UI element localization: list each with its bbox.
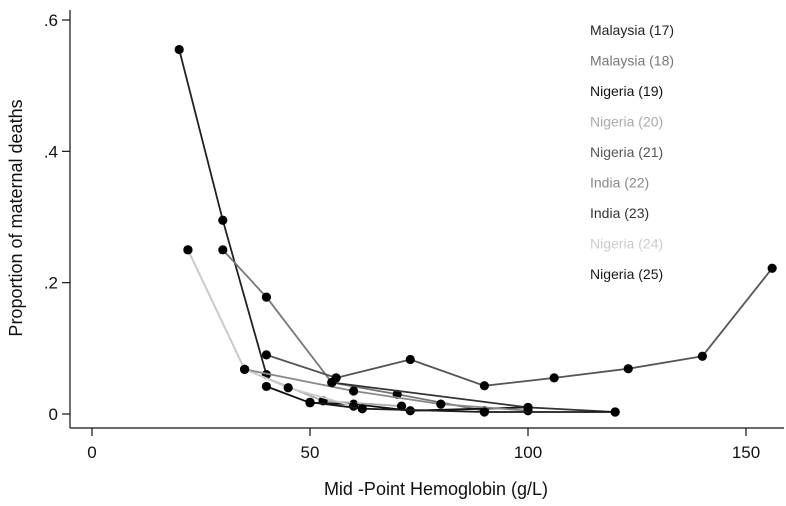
data-point (349, 386, 359, 396)
legend-item: Nigeria (19) (590, 83, 663, 99)
x-tick-label: 50 (301, 443, 320, 462)
legend-item: India (23) (590, 205, 649, 221)
x-tick-label: 100 (514, 443, 542, 462)
series-line (309, 401, 616, 413)
data-point (479, 381, 489, 391)
legend-item: Malaysia (17) (590, 22, 674, 38)
data-point (767, 263, 777, 273)
data-point (623, 364, 633, 374)
series-group (183, 245, 407, 411)
data-point (327, 377, 337, 388)
data-point (283, 383, 293, 393)
data-point (218, 215, 228, 225)
series-line (266, 267, 773, 387)
series-group (174, 44, 271, 380)
y-tick-label: .2 (44, 274, 58, 293)
legend-item: Malaysia (18) (590, 53, 674, 69)
data-point (349, 401, 359, 411)
data-point (305, 397, 315, 407)
data-point (261, 292, 271, 302)
x-axis-ticks: 0 50 100 150 (87, 428, 760, 462)
legend-item: Nigeria (21) (590, 144, 663, 160)
data-point (174, 44, 184, 55)
data-point (183, 245, 193, 255)
data-point (218, 245, 228, 255)
series-line (187, 249, 354, 407)
data-point (697, 351, 708, 361)
series-line (187, 249, 402, 407)
legend-item: Nigeria (25) (590, 266, 663, 282)
data-point (523, 402, 533, 413)
legend-item: Nigeria (20) (590, 114, 663, 130)
series-line (244, 368, 529, 412)
y-axis-title: Proportion of maternal deaths (6, 99, 26, 336)
x-tick-label: 0 (87, 443, 96, 462)
data-point (405, 354, 415, 365)
series-line (331, 381, 616, 413)
data-point (240, 364, 250, 374)
data-point (261, 350, 271, 360)
data-point (357, 404, 367, 414)
data-point (549, 373, 559, 383)
plot-area (174, 44, 777, 417)
data-point (436, 399, 446, 409)
x-tick-label: 150 (732, 443, 760, 462)
series-line (178, 49, 268, 375)
y-tick-label: 0 (49, 405, 58, 424)
x-axis-title: Mid -Point Hemoglobin (g/L) (324, 479, 548, 499)
legend: Malaysia (17) Malaysia (18) Nigeria (19) Ni… (590, 22, 674, 282)
legend-item: India (22) (590, 175, 649, 191)
data-point (610, 407, 620, 417)
y-tick-label: .6 (44, 11, 58, 30)
series-group (261, 263, 777, 391)
y-axis-ticks: 0 .2 .4 .6 (44, 11, 70, 424)
series-group (305, 397, 620, 417)
data-point (396, 401, 407, 411)
y-tick-label: .4 (44, 142, 58, 161)
legend-item: Nigeria (24) (590, 236, 663, 252)
data-point (261, 381, 271, 392)
data-point (479, 407, 489, 417)
